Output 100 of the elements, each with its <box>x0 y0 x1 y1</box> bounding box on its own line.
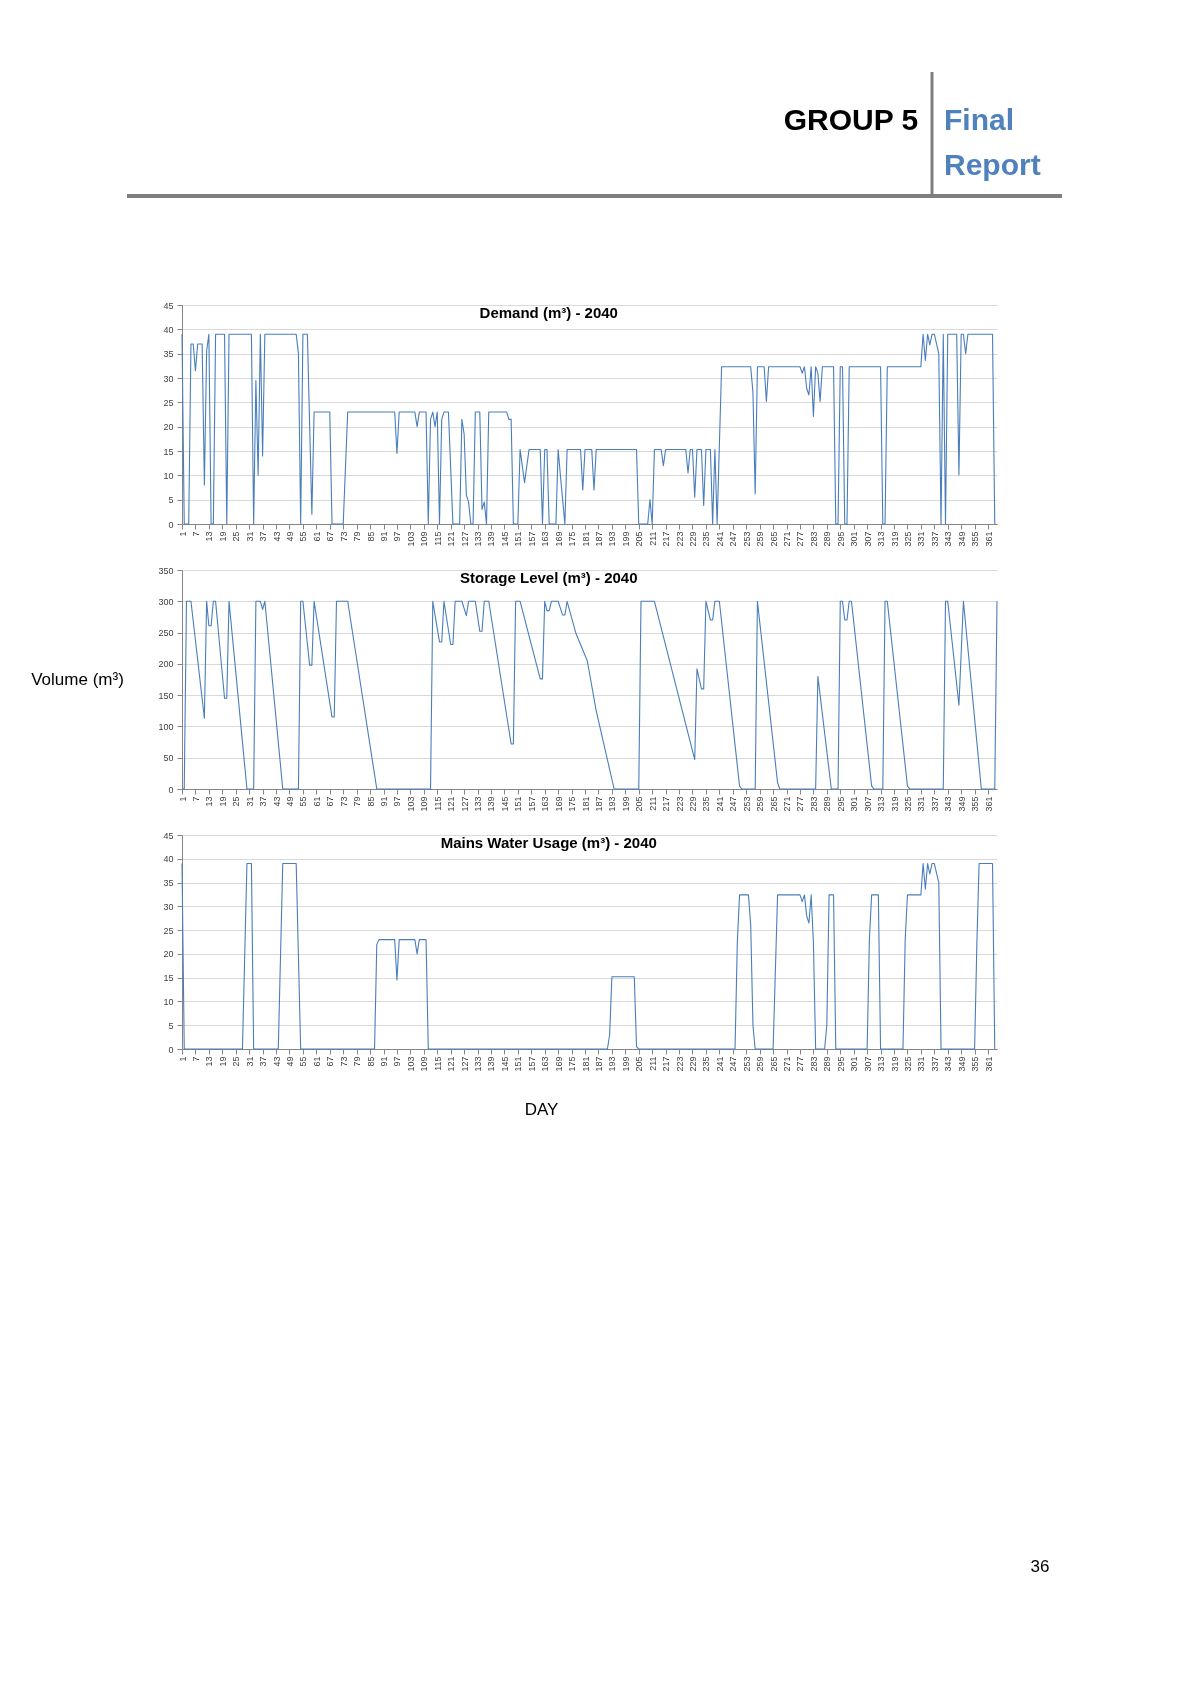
chart-title: Storage Level (m³) - 2040 <box>459 569 638 586</box>
x-tick-label: 67 <box>325 531 336 542</box>
x-tick-label: 265 <box>768 531 779 547</box>
y-tick-label: 25 <box>163 397 174 408</box>
x-tick-label: 133 <box>473 531 484 547</box>
x-tick-label: 205 <box>634 1056 645 1072</box>
x-tick-label: 91 <box>379 1056 390 1067</box>
x-tick-label: 325 <box>902 796 913 812</box>
x-tick-label: 259 <box>755 796 766 812</box>
x-tick-label: 289 <box>822 1056 833 1072</box>
x-tick-label: 199 <box>620 796 631 812</box>
x-tick-label: 193 <box>607 796 618 812</box>
y-tick-label: 20 <box>163 949 174 960</box>
x-tick-label: 61 <box>311 1056 322 1067</box>
x-tick-label: 283 <box>808 796 819 812</box>
x-tick-label: 307 <box>862 531 873 547</box>
x-tick-label: 175 <box>567 531 578 547</box>
x-tick-label: 127 <box>459 1056 470 1072</box>
y-tick-label: 30 <box>163 901 174 912</box>
y-tick-label: 10 <box>163 470 174 481</box>
x-tick-label: 103 <box>405 796 416 812</box>
x-tick-label: 253 <box>741 1056 752 1072</box>
y-tick-label: 45 <box>163 300 174 311</box>
x-tick-label: 241 <box>714 531 725 547</box>
x-tick-label: 91 <box>379 531 390 542</box>
x-tick-label: 241 <box>714 1056 725 1072</box>
x-tick-label: 61 <box>311 531 322 542</box>
x-tick-label: 205 <box>634 531 645 547</box>
x-tick-label: 265 <box>768 1056 779 1072</box>
x-tick-label: 217 <box>661 531 672 547</box>
x-tick-label: 199 <box>620 1056 631 1072</box>
x-tick-label: 229 <box>687 531 698 547</box>
x-tick-label: 307 <box>862 796 873 812</box>
x-tick-label: 1 <box>177 796 188 802</box>
x-tick-label: 217 <box>661 796 672 812</box>
x-tick-label: 115 <box>432 796 443 811</box>
x-tick-label: 229 <box>687 796 698 812</box>
x-tick-label: 301 <box>849 796 860 812</box>
x-tick-label: 49 <box>284 796 295 807</box>
x-tick-label: 151 <box>513 531 524 547</box>
x-tick-label: 301 <box>849 1056 860 1072</box>
x-tick-label: 253 <box>741 531 752 547</box>
x-tick-label: 223 <box>674 796 685 812</box>
x-tick-label: 31 <box>244 531 255 542</box>
x-tick-label: 151 <box>513 1056 524 1072</box>
x-tick-label: 31 <box>244 796 255 807</box>
x-tick-label: 67 <box>325 796 336 807</box>
x-tick-label: 1 <box>177 1056 188 1062</box>
x-tick-label: 331 <box>916 531 927 547</box>
x-tick-label: 163 <box>540 531 551 547</box>
x-tick-label: 343 <box>943 531 954 547</box>
x-tick-label: 313 <box>876 531 887 547</box>
x-tick-label: 175 <box>567 796 578 812</box>
x-tick-label: 235 <box>701 531 712 547</box>
x-tick-label: 19 <box>217 531 228 542</box>
x-tick-label: 73 <box>338 796 349 807</box>
x-tick-label: 91 <box>379 796 390 807</box>
x-tick-label: 235 <box>701 796 712 812</box>
text: GROUP 5 <box>783 103 919 136</box>
y-tick-label: 50 <box>163 753 174 764</box>
x-tick-label: 337 <box>929 531 940 547</box>
x-tick-label: 79 <box>352 1056 363 1067</box>
x-tick-label: 157 <box>526 1056 537 1072</box>
x-tick-label: 13 <box>204 531 215 542</box>
x-tick-label: 277 <box>795 531 806 547</box>
x-tick-label: 187 <box>593 796 604 812</box>
x-tick-label: 85 <box>365 531 376 542</box>
y-tick-label: 0 <box>168 784 174 795</box>
x-tick-label: 139 <box>486 796 497 812</box>
x-tick-label: 31 <box>244 1056 255 1067</box>
x-tick-label: 283 <box>808 531 819 547</box>
x-tick-label: 49 <box>284 1056 295 1067</box>
x-tick-label: 103 <box>405 531 416 547</box>
x-tick-label: 361 <box>983 796 994 812</box>
x-tick-label: 289 <box>822 796 833 812</box>
x-tick-label: 301 <box>849 531 860 547</box>
x-tick-label: 253 <box>741 796 752 812</box>
y-tick-label: 45 <box>163 830 174 841</box>
x-tick-label: 43 <box>271 1056 282 1067</box>
x-tick-label: 331 <box>916 1056 927 1072</box>
x-tick-label: 121 <box>446 1056 457 1072</box>
x-tick-label: 133 <box>473 1056 484 1072</box>
y-tick-label: 0 <box>168 1044 174 1055</box>
x-tick-label: 109 <box>419 531 430 547</box>
y-tick-label: 0 <box>168 519 174 530</box>
x-tick-label: 121 <box>446 796 457 812</box>
x-tick-label: 43 <box>271 796 282 807</box>
x-tick-label: 43 <box>271 531 282 542</box>
x-tick-label: 271 <box>782 796 793 812</box>
x-tick-label: 325 <box>902 1056 913 1072</box>
x-tick-label: 217 <box>661 1056 672 1072</box>
x-tick-label: 355 <box>970 531 981 547</box>
x-tick-label: 247 <box>728 796 739 812</box>
x-tick-label: 73 <box>338 1056 349 1067</box>
x-tick-label: 49 <box>284 531 295 542</box>
x-tick-label: 361 <box>983 1056 994 1072</box>
x-tick-label: 295 <box>835 1056 846 1072</box>
x-tick-label: 205 <box>634 796 645 812</box>
y-tick-label: 35 <box>163 349 174 360</box>
x-tick-label: 85 <box>365 796 376 807</box>
